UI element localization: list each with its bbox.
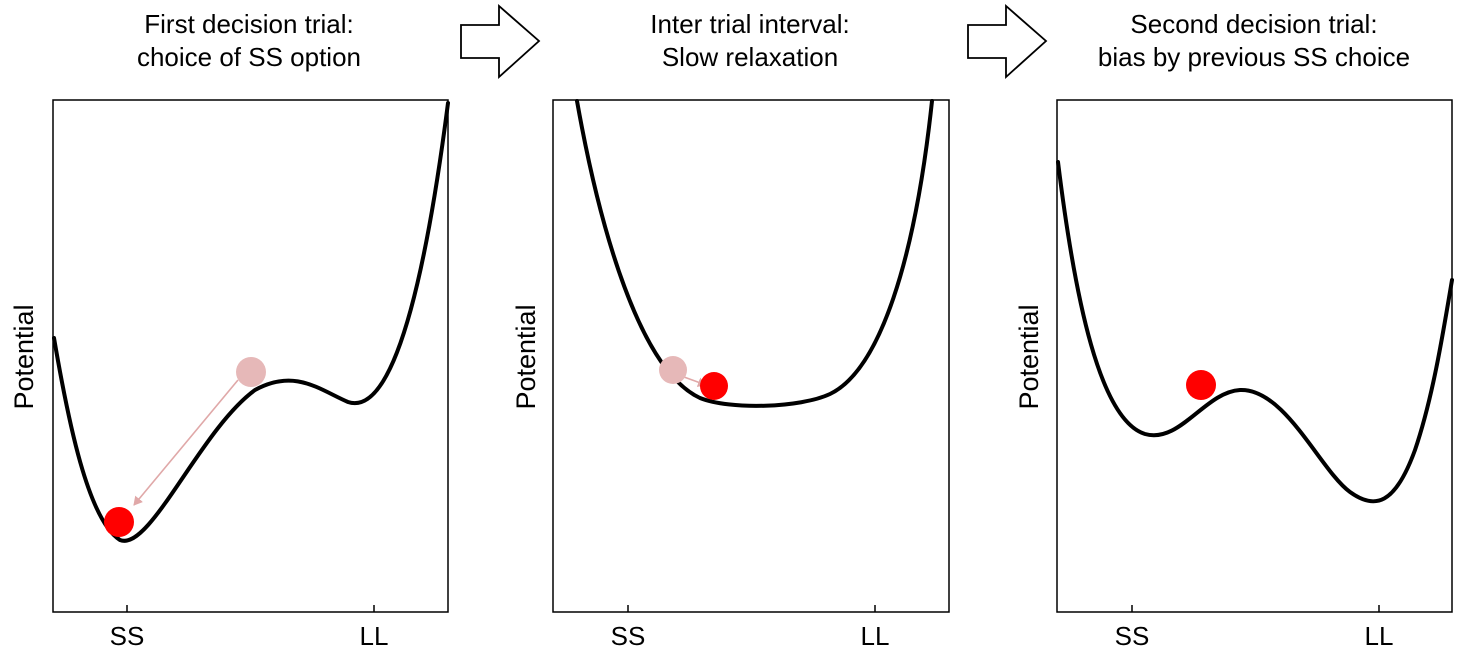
panel1-ball-current [104,507,134,537]
panel-first-decision: First decision trial: choice of SS optio… [9,9,450,651]
panel2-ball-previous [659,356,687,384]
panel2-title-line1: Inter trial interval: [650,9,849,39]
panel2-title-line2: Slow relaxation [662,42,838,72]
panel2-potential-curve [575,99,934,408]
panel3-title-line1: Second decision trial: [1130,9,1377,39]
panel3-x-tick-ss: SS [1115,621,1150,651]
panel3-title-line2: bias by previous SS choice [1098,42,1410,72]
panel1-x-tick-ll: LL [360,621,389,651]
panel2-y-axis-label: Potential [511,304,541,409]
panel1-plot-frame [52,99,449,613]
panel3-ball-current [1186,370,1216,400]
panel1-ball-previous [236,357,266,387]
panel1-title-line1: First decision trial: [144,9,354,39]
panel2-x-tick-ss: SS [611,621,646,651]
panel3-potential-curve [1056,160,1454,504]
panel1-y-axis-label: Potential [9,304,39,409]
panel1-potential-curve [52,101,450,543]
panel3-y-axis-label: Potential [1014,304,1044,409]
right-arrow-outline-icon [967,4,1048,80]
panel-inter-trial-interval: Inter trial interval: Slow relaxation Po… [511,9,950,651]
panel2-ball-current [700,372,728,400]
panel3-x-tick-ll: LL [1365,621,1394,651]
panel1-title-line2: choice of SS option [137,42,361,72]
panel1-x-tick-ss: SS [110,621,145,651]
right-arrow-outline-icon [460,4,541,80]
panel2-x-tick-ll: LL [861,621,890,651]
panel2-plot-frame [552,99,950,613]
panel1-ball-trajectory [133,379,239,506]
panel3-plot-frame [1056,99,1453,613]
panel-second-decision: Second decision trial: bias by previous … [1014,9,1454,651]
